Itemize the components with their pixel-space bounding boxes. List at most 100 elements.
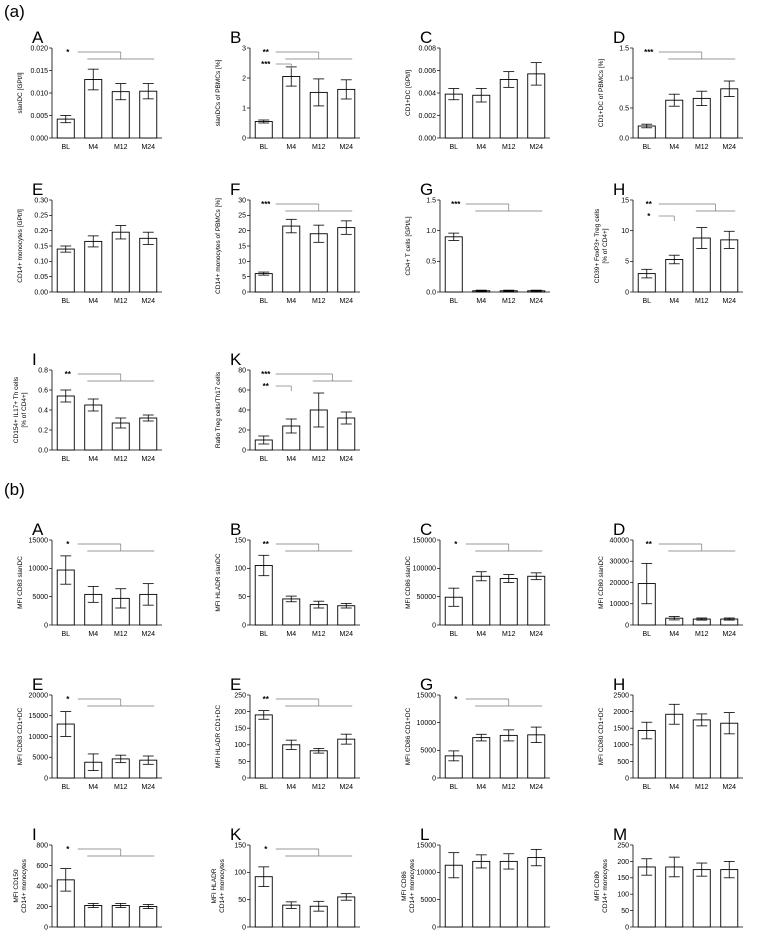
x-tick-label: M12: [312, 784, 326, 791]
bar: [337, 605, 356, 626]
y-tick-label: 10000: [29, 734, 49, 741]
y-axis-label-line: [% of CD4+]: [21, 392, 28, 427]
x-tick-label: M24: [722, 298, 736, 305]
y-tick-label: 0.6: [38, 387, 48, 394]
significance-marker: *: [66, 845, 70, 854]
y-tick-label: 15000: [417, 692, 437, 699]
y-axis-label-line: MFI CD86: [401, 871, 408, 901]
y-tick-label: 0.25: [34, 213, 48, 220]
y-tick-label: 2500: [613, 692, 629, 699]
x-tick-label: M4: [286, 298, 296, 305]
x-tick-label: BL: [642, 784, 651, 791]
x-tick-label: BL: [642, 144, 651, 151]
panel-g: G 0.0 0.5 1.0 1.5 CD4+ T cells [GPt/L] BL M4 M12…: [405, 180, 550, 305]
bar: [499, 734, 518, 779]
y-axis-label: MFI HLADR slanDC: [215, 553, 222, 611]
significance-marker: ***: [644, 48, 654, 57]
panel-letter: K: [230, 350, 242, 369]
x-tick-label: M4: [286, 456, 296, 463]
significance-bracket: *: [264, 845, 353, 857]
x-tick-label: BL: [449, 784, 458, 791]
x-tick-label: M4: [88, 784, 98, 791]
x-tick-label: M24: [339, 298, 353, 305]
significance-marker: *: [66, 695, 70, 704]
panel-letter: M: [613, 825, 627, 844]
panel-h: H 0 500 1000 1500 2000 2500 MFI CD80 CD1+DC BL M4…: [598, 675, 743, 791]
y-tick-label: 0.0: [38, 447, 48, 454]
y-tick-label: 0: [44, 924, 48, 931]
panel-letter: A: [32, 28, 44, 47]
x-tick-label: M12: [695, 784, 709, 791]
y-tick-label: 10000: [610, 601, 630, 608]
y-tick-label: 15000: [29, 713, 49, 720]
y-tick-label: 20: [238, 228, 246, 235]
y-tick-label: 150: [234, 537, 246, 544]
panel-letter: E: [230, 675, 241, 694]
significance-marker: **: [263, 48, 270, 57]
x-tick-label: BL: [61, 631, 70, 638]
x-tick-label: BL: [259, 784, 268, 791]
x-tick-label: BL: [449, 631, 458, 638]
y-tick-label: 1.5: [619, 45, 629, 52]
x-tick-label: M4: [286, 144, 296, 151]
y-axis-label: slanDC [GPt/l]: [17, 72, 24, 113]
x-tick-label: M12: [695, 631, 709, 638]
panel-letter: C: [420, 28, 432, 47]
y-tick-label: 5000: [420, 897, 436, 904]
y-tick-label: 0.8: [38, 367, 48, 374]
y-tick-label: 50: [238, 759, 246, 766]
y-tick-label: 15: [621, 197, 629, 204]
y-axis-label-line: CD14+ monocytes: [409, 858, 416, 912]
x-tick-label: M4: [476, 784, 486, 791]
section-label: (b): [4, 480, 25, 499]
x-tick-label: M12: [695, 144, 709, 151]
y-axis-label-line: CD14+ monocytes: [21, 858, 28, 912]
bar: [472, 575, 491, 626]
x-tick-label: M4: [476, 298, 486, 305]
y-tick-label: 60: [238, 387, 246, 394]
y-tick-label: 0.05: [34, 274, 48, 281]
y-tick-label: 0: [432, 775, 436, 782]
x-tick-label: BL: [642, 298, 651, 305]
significance-marker: *: [66, 540, 70, 549]
significance-marker: *: [66, 48, 70, 57]
significance-bracket: *: [66, 540, 155, 552]
y-tick-label: 2: [242, 75, 246, 82]
y-tick-label: 0.000: [30, 135, 48, 142]
y-tick-label: 5000: [32, 755, 48, 762]
y-tick-label: 15000: [29, 537, 49, 544]
y-tick-label: 15: [238, 243, 246, 250]
bar: [84, 404, 103, 451]
x-tick-label: M24: [339, 631, 353, 638]
y-axis-label: CD154+ IL17+ Th cells[% of CD4+]: [13, 376, 28, 443]
bar: [692, 719, 711, 779]
x-tick-label: BL: [449, 298, 458, 305]
x-tick-label: M12: [502, 631, 516, 638]
x-tick-label: M12: [312, 298, 326, 305]
y-tick-label: 20: [238, 427, 246, 434]
x-tick-label: M24: [141, 784, 155, 791]
y-tick-label: 0: [44, 775, 48, 782]
x-tick-label: M4: [669, 298, 679, 305]
y-tick-label: 1.0: [619, 75, 629, 82]
y-tick-label: 1: [242, 105, 246, 112]
panel-letter: E: [32, 180, 43, 199]
y-axis-label-line: [% of CD4+]: [602, 228, 609, 263]
x-tick-label: BL: [259, 298, 268, 305]
x-tick-label: M24: [141, 298, 155, 305]
significance-marker: **: [263, 382, 270, 391]
bar: [139, 906, 158, 928]
y-tick-label: 100: [234, 566, 246, 573]
significance-marker: **: [646, 540, 653, 549]
x-tick-label: M12: [695, 298, 709, 305]
y-tick-label: 5: [625, 259, 629, 266]
y-tick-label: 0: [625, 924, 629, 931]
y-axis-label: MFI CD80 CD1+DC: [598, 707, 605, 765]
y-tick-label: 0.005: [30, 113, 48, 120]
panel-i: I 0.0 0.2 0.4 0.6 0.8 CD154+ IL17+ Th cells[% …: [13, 350, 162, 463]
significance-bracket: ***: [261, 370, 353, 382]
